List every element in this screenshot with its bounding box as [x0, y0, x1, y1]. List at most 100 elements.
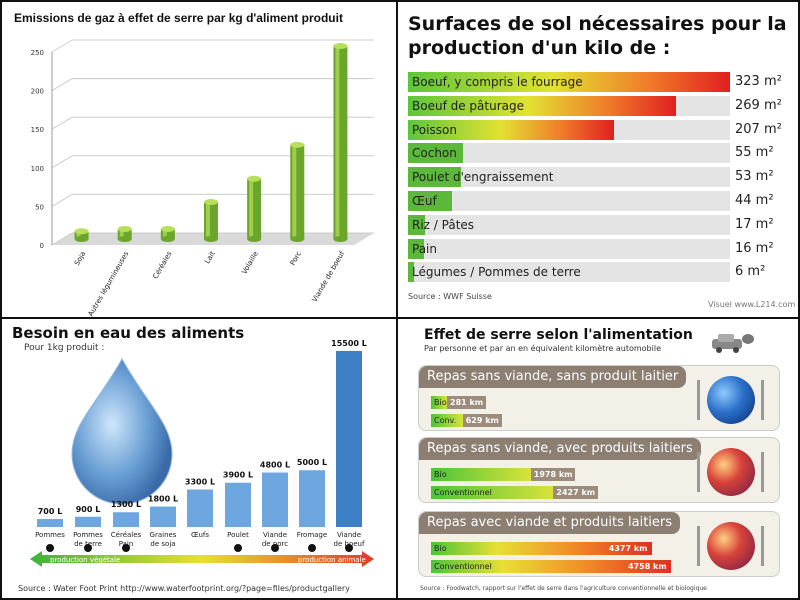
x-tick-label: Viande de boeuf — [311, 250, 347, 304]
bar: Conventionnel — [431, 560, 671, 573]
category-label: de porc — [262, 540, 288, 548]
knife-icon — [761, 380, 764, 420]
bar-label: Boeuf de pâturage — [412, 98, 524, 113]
arrow-left-label: production végétale — [50, 556, 120, 564]
globe-icon — [707, 376, 755, 424]
category-label: Viande — [263, 531, 287, 539]
car-icon — [712, 334, 754, 353]
diet-group-card: Repas avec viande et produits laitiers Bi… — [418, 511, 780, 577]
bar — [408, 95, 677, 116]
land-use-row: Boeuf, y compris le fourrage 323 m² — [408, 72, 790, 92]
value-label: 4800 L — [260, 460, 290, 469]
gridline — [51, 193, 73, 207]
value-label: 6 m² — [735, 264, 766, 280]
bar — [113, 512, 139, 527]
y-tick-label: 100 — [31, 165, 44, 173]
bar-track — [408, 262, 730, 283]
value-label: 53 m² — [735, 169, 774, 185]
category-label: Pommes — [35, 531, 65, 539]
gridline — [51, 116, 73, 130]
gridline — [51, 78, 73, 92]
group-title: Repas sans viande, avec produits laitier… — [419, 438, 701, 460]
food-icon — [122, 544, 130, 552]
value-label: 4758 km — [628, 562, 667, 571]
category-label: Pommes — [73, 531, 103, 539]
value-label: 207 m² — [735, 121, 782, 137]
bar — [408, 72, 730, 92]
x-tick-label: Soja — [73, 250, 87, 267]
value-label: 5000 L — [297, 458, 327, 467]
arrow-right-label: production animale — [298, 556, 366, 564]
category-label: de soja — [150, 540, 175, 548]
bar — [408, 214, 425, 235]
food-icon — [308, 544, 316, 552]
land-use-panel: Surfaces de sol nécessaires pour la prod… — [398, 2, 798, 317]
food-icon — [345, 544, 353, 552]
source-text: Source : Water Foot Print http://www.wat… — [18, 584, 350, 593]
bar-bottom — [117, 236, 132, 242]
value-label: 3300 L — [185, 478, 215, 487]
diet-group-card: Repas sans viande, sans produit laitier B… — [418, 365, 780, 431]
bar-track — [408, 119, 730, 140]
bar-bottom — [204, 236, 218, 242]
bar-top — [204, 198, 218, 205]
bar-label: Riz / Pâtes — [412, 217, 475, 232]
value-label: 1800 L — [148, 495, 178, 504]
bar: Conv. — [431, 414, 463, 427]
land-use-row: Légumes / Pommes de terre 6 m² — [408, 262, 790, 283]
source-text: Source : Foodwatch, rapport sur l'effet … — [420, 585, 707, 592]
chart-title: Effet de serre selon l'alimentation — [424, 327, 693, 343]
bar-bottom — [290, 236, 305, 242]
category-label: Poulet — [227, 531, 249, 539]
value-label: 16 m² — [735, 240, 774, 256]
bar-track — [408, 72, 730, 92]
bar-bottom — [74, 236, 89, 242]
ghg-emissions-panel: Emissions de gaz à effet de serre par kg… — [2, 2, 396, 317]
ghg-emissions-chart: Emissions de gaz à effet de serre par kg… — [14, 11, 374, 317]
value-label: 55 m² — [735, 145, 774, 161]
bar-top — [247, 175, 262, 182]
land-use-row: Boeuf de pâturage 269 m² — [408, 95, 790, 116]
credit-text: Visuel www.L214.com — [708, 300, 796, 309]
value-label: 44 m² — [735, 193, 774, 208]
bar-highlight — [119, 228, 124, 239]
y-tick-label: 50 — [35, 203, 44, 211]
land-use-row: Poulet d'engraissement 53 m² — [408, 167, 790, 188]
value-label: 1978 km — [530, 468, 576, 481]
value-label: 900 L — [76, 505, 101, 514]
bar-top — [74, 228, 89, 235]
fork-icon — [697, 452, 700, 492]
category-label: Œufs — [191, 531, 209, 539]
bar-label: Poisson — [412, 122, 457, 137]
bar — [299, 470, 325, 527]
x-tick-label: Porc — [289, 250, 303, 267]
value-label: 323 m² — [735, 74, 782, 89]
bar — [75, 516, 101, 527]
value-label: 629 km — [462, 414, 502, 427]
fork-icon — [697, 380, 700, 420]
bar-bottom — [333, 236, 348, 242]
food-icon — [234, 544, 242, 552]
value-label: 269 m² — [735, 97, 782, 113]
bar-label: Cochon — [412, 146, 457, 161]
x-tick-label: Autres légumineuses — [87, 250, 131, 317]
chart-title: Besoin en eau des aliments — [12, 324, 245, 342]
water-need-panel: Besoin en eau des aliments Pour 1kg prod… — [2, 319, 396, 598]
food-icon — [46, 544, 54, 552]
plant-to-animal-arrow — [30, 551, 374, 567]
bar-bottom — [160, 236, 175, 242]
globe-icon — [707, 522, 755, 570]
bar-track — [408, 214, 730, 235]
category-label: de boeuf — [334, 540, 365, 548]
knife-icon — [761, 452, 764, 492]
bar-track — [408, 95, 730, 116]
food-icon — [271, 544, 279, 552]
bar-highlight — [335, 46, 340, 239]
x-tick-label: Lait — [203, 250, 216, 265]
gridline — [51, 232, 73, 246]
water-drop-icon — [71, 357, 173, 505]
bar-label: Pain — [412, 241, 437, 256]
value-label: 4377 km — [608, 544, 648, 553]
bar: Bio — [431, 468, 531, 481]
